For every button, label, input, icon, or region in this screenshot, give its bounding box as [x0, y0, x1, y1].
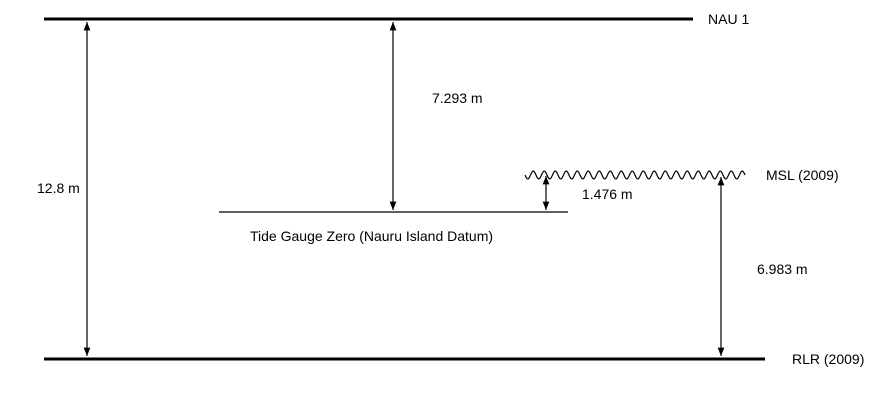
msl-wave-line	[524, 170, 746, 180]
distance-nau1-to-rlr: 12.8 m	[37, 180, 80, 196]
nau1-label: NAU 1	[708, 11, 749, 27]
rlr-label: RLR (2009)	[792, 351, 864, 367]
distance-nau1-to-tgz: 7.293 m	[432, 90, 483, 106]
msl-label: MSL (2009)	[766, 167, 839, 183]
distance-tgz-to-msl: 1.476 m	[582, 186, 633, 202]
distance-msl-to-rlr: 6.983 m	[757, 261, 808, 277]
tide-gauge-zero-label: Tide Gauge Zero (Nauru Island Datum)	[250, 228, 493, 244]
